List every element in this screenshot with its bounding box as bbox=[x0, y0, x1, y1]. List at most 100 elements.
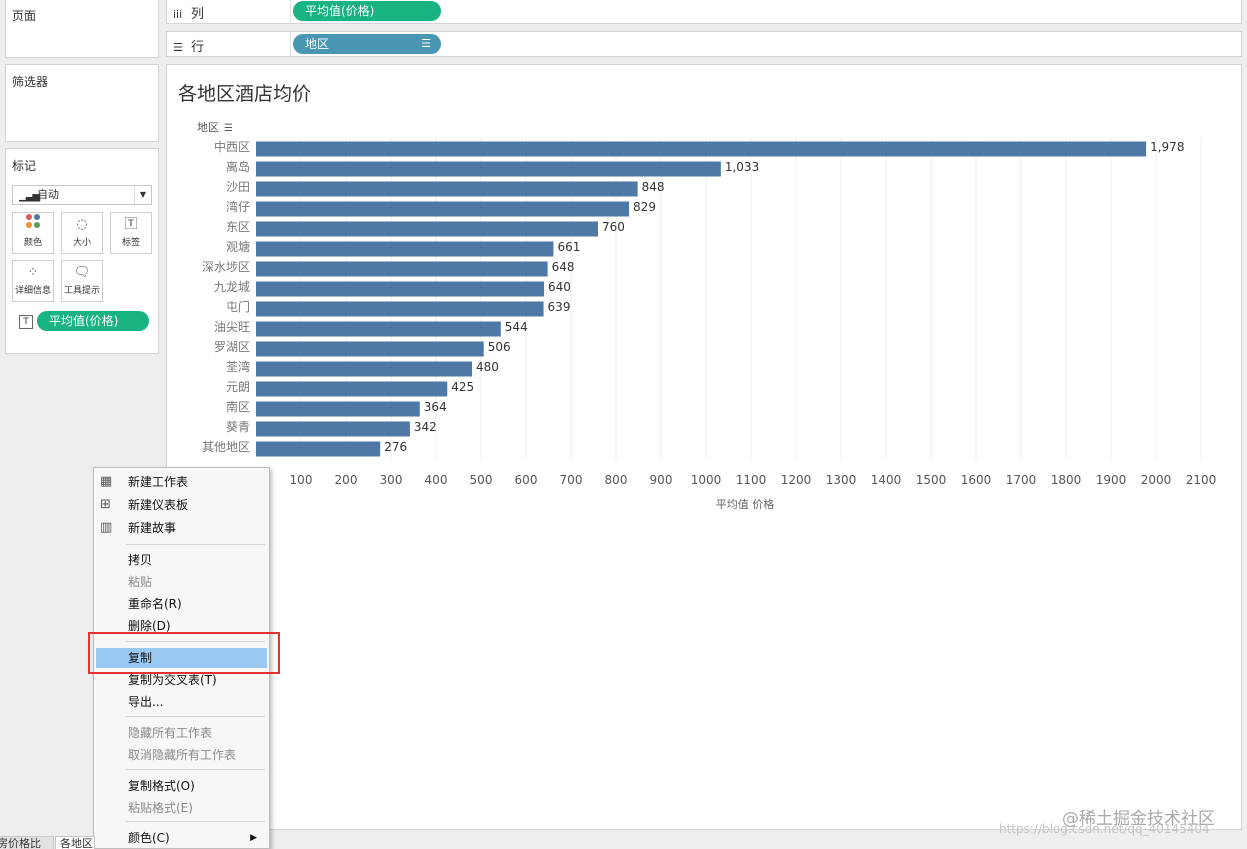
size-button-label: 大小 bbox=[72, 238, 91, 248]
menu-item-label: 复制 bbox=[128, 651, 153, 665]
label-field-pill[interactable]: 平均值(价格) bbox=[37, 311, 149, 331]
bar[interactable] bbox=[256, 261, 548, 277]
bar[interactable] bbox=[256, 321, 501, 337]
detail-button[interactable]: ⁘ 详细信息 bbox=[12, 260, 54, 302]
x-tick-label: 300 bbox=[380, 473, 403, 487]
menu-item[interactable]: 重命名(R) bbox=[96, 594, 267, 614]
data-label: 364 bbox=[424, 400, 447, 414]
menu-item[interactable]: ▦ 新建工作表 bbox=[96, 472, 267, 492]
menu-item: 粘贴格式(E) bbox=[96, 798, 267, 818]
bar[interactable] bbox=[256, 301, 544, 317]
submenu-arrow-icon: ▶ bbox=[250, 833, 257, 843]
bar-chart[interactable]: 地区 ☰ 中西区 1,978 离岛 1,033 沙田 848 湾仔 829 东区 760 观塘 661 深水… bbox=[167, 115, 1241, 575]
bar[interactable] bbox=[256, 421, 410, 437]
shelf-divider bbox=[290, 0, 291, 23]
category-label: 荃湾 bbox=[226, 359, 250, 374]
sheet-tab-label: 房价格比 bbox=[0, 837, 41, 849]
x-tick-label: 100 bbox=[290, 473, 313, 487]
color-button[interactable]: 颜色 bbox=[12, 212, 54, 254]
size-button[interactable]: ◌ 大小 bbox=[61, 212, 103, 254]
menu-item: 粘贴 bbox=[96, 572, 267, 592]
x-tick-label: 1600 bbox=[961, 473, 992, 487]
menu-item[interactable]: ⊞ 新建仪表板 bbox=[96, 495, 267, 515]
sort-descending-icon[interactable]: ☰ bbox=[421, 37, 431, 50]
x-tick-label: 200 bbox=[335, 473, 358, 487]
x-tick-label: 1100 bbox=[736, 473, 767, 487]
sheet-tab-0[interactable]: 房价格比 bbox=[0, 836, 54, 849]
chart-title: 各地区酒店均价 bbox=[178, 83, 312, 105]
menu-item[interactable]: 拷贝 bbox=[96, 550, 267, 570]
tooltip-icon: 🗨 bbox=[73, 265, 91, 280]
bar[interactable] bbox=[256, 341, 484, 357]
category-label: 观塘 bbox=[226, 239, 250, 254]
columns-field-pill[interactable]: 平均值(价格) bbox=[293, 1, 441, 21]
x-axis-title: 平均值 价格 bbox=[716, 497, 775, 511]
menu-item[interactable]: 删除(D) bbox=[96, 616, 267, 636]
mark-type-select[interactable]: ▁▃▅ 自动 ▼ bbox=[12, 185, 152, 205]
bar[interactable] bbox=[256, 361, 472, 377]
menu-item-label: 重命名(R) bbox=[128, 597, 182, 611]
bar[interactable] bbox=[256, 241, 554, 257]
rows-field-pill[interactable]: 地区 ☰ bbox=[293, 34, 441, 54]
bar[interactable] bbox=[256, 201, 630, 217]
x-tick-label: 1800 bbox=[1051, 473, 1082, 487]
x-tick-label: 2100 bbox=[1186, 473, 1217, 487]
bar[interactable] bbox=[256, 221, 598, 237]
category-label: 其他地区 bbox=[202, 440, 250, 454]
text-label-icon: 🅃 bbox=[124, 217, 138, 232]
menu-item-label: 取消隐藏所有工作表 bbox=[128, 748, 237, 762]
tooltip-button-label: 工具提示 bbox=[63, 286, 100, 296]
bar[interactable] bbox=[256, 401, 420, 417]
marks-card: 标记 ▁▃▅ 自动 ▼ 颜色 ◌ 大小 🅃 标签 ⁘ 详细信息 🗨 工具提示 T… bbox=[5, 148, 159, 354]
label-button[interactable]: 🅃 标签 bbox=[110, 212, 152, 254]
menu-item[interactable]: 导出... bbox=[96, 692, 267, 712]
filters-panel[interactable]: 筛选器 bbox=[5, 64, 159, 142]
category-label: 屯门 bbox=[226, 299, 250, 314]
menu-separator bbox=[126, 716, 265, 717]
category-label: 湾仔 bbox=[226, 199, 250, 214]
rows-shelf: ☰ 行 地区 ☰ bbox=[166, 31, 1242, 57]
chart-area[interactable]: 各地区酒店均价 地区 ☰ 中西区 1,978 离岛 1,033 沙田 848 湾仔 829 东区 76… bbox=[166, 64, 1242, 830]
data-label: 829 bbox=[633, 200, 656, 214]
x-tick-label: 600 bbox=[515, 473, 538, 487]
bar[interactable] bbox=[256, 441, 381, 457]
highlight-annotation-box bbox=[88, 632, 280, 674]
category-label: 葵青 bbox=[226, 420, 250, 434]
x-tick-label: 1500 bbox=[916, 473, 947, 487]
menu-item[interactable]: ▥ 新建故事 bbox=[96, 518, 267, 538]
x-tick-label: 1400 bbox=[871, 473, 902, 487]
data-label: 506 bbox=[488, 340, 511, 354]
category-label: 沙田 bbox=[226, 180, 250, 194]
bar[interactable] bbox=[256, 281, 544, 297]
bar[interactable] bbox=[256, 161, 721, 177]
bar[interactable] bbox=[256, 181, 638, 197]
menu-item[interactable]: 复制格式(O) bbox=[96, 776, 267, 796]
size-icon: ◌ bbox=[76, 217, 88, 232]
menu-item[interactable]: 颜色(C) ▶ bbox=[96, 828, 267, 848]
tooltip-button[interactable]: 🗨 工具提示 bbox=[61, 260, 103, 302]
bar[interactable] bbox=[256, 381, 448, 397]
category-label: 南区 bbox=[226, 399, 250, 414]
menu-item-label: 颜色(C) bbox=[128, 831, 170, 845]
data-label: 760 bbox=[602, 220, 625, 234]
category-label: 东区 bbox=[226, 220, 250, 234]
data-label: 1,033 bbox=[725, 160, 759, 174]
pages-panel-title: 页面 bbox=[12, 9, 37, 23]
x-tick-label: 800 bbox=[605, 473, 628, 487]
data-label: 639 bbox=[548, 300, 571, 314]
menu-item-label: 复制为交叉表(T) bbox=[128, 673, 217, 687]
menu-item-label: 新建工作表 bbox=[128, 475, 189, 489]
menu-item: 取消隐藏所有工作表 bbox=[96, 745, 267, 765]
dropdown-arrow-icon[interactable]: ▼ bbox=[134, 186, 151, 204]
menu-item-label: 隐藏所有工作表 bbox=[128, 726, 213, 740]
data-label: 1,978 bbox=[1150, 140, 1184, 154]
x-tick-label: 1200 bbox=[781, 473, 812, 487]
menu-item[interactable]: 复制 bbox=[96, 648, 267, 668]
menu-item[interactable]: 复制为交叉表(T) bbox=[96, 670, 267, 690]
mark-type-value: 自动 bbox=[37, 188, 59, 201]
bar-chart-icon: ▁▃▅ bbox=[19, 191, 40, 202]
new-dashboard-icon: ⊞ bbox=[100, 497, 111, 512]
sheet-tab-1[interactable]: 各地区 bbox=[55, 836, 95, 849]
bar[interactable] bbox=[256, 141, 1147, 157]
category-label: 九龙城 bbox=[214, 280, 250, 294]
